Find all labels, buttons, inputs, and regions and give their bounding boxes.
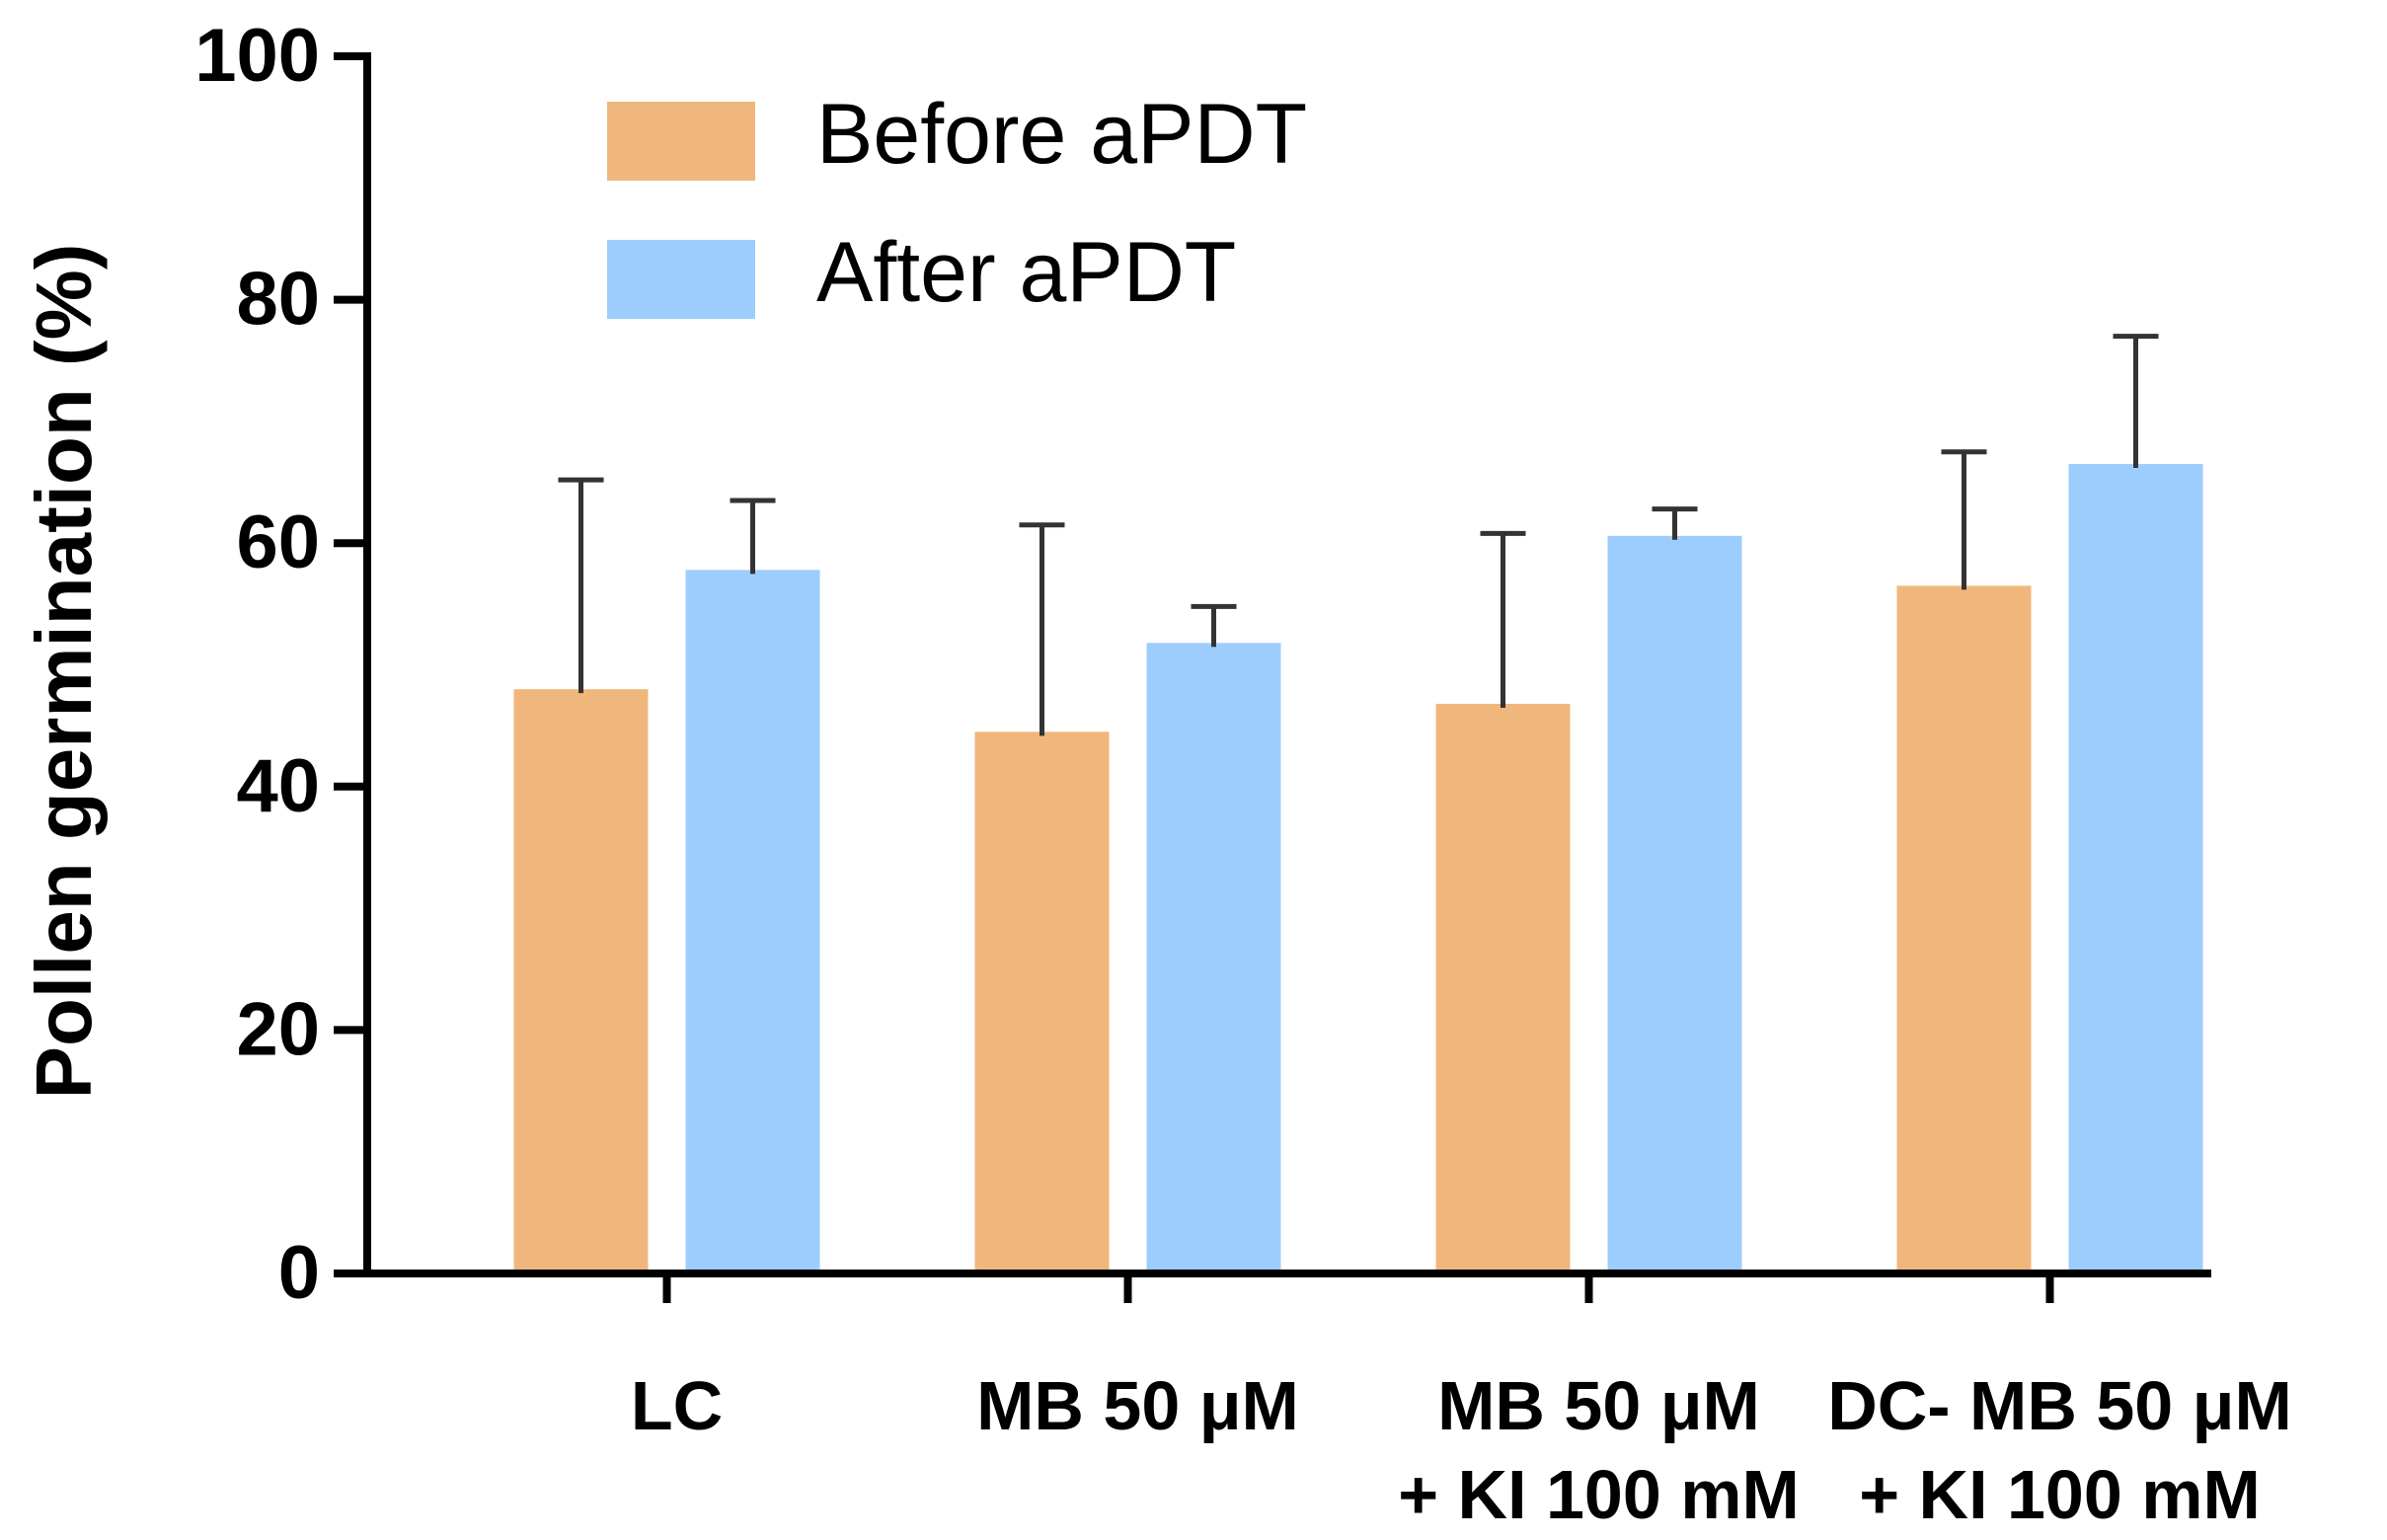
x-tick-label-line2-2: + KI 100 mM bbox=[1398, 1456, 1800, 1533]
x-tick-label-2: MB 50 μM bbox=[1437, 1367, 1760, 1444]
x-tick-label-3: DC- MB 50 μM bbox=[1827, 1367, 2292, 1444]
bars-group bbox=[513, 464, 2203, 1273]
y-tick-label-5: 100 bbox=[194, 14, 320, 98]
axes-group bbox=[363, 52, 2211, 1303]
legend: Before aPDT After aPDT bbox=[607, 87, 1307, 320]
y-tick-label-1: 20 bbox=[236, 987, 320, 1071]
bar-after-3 bbox=[2068, 464, 2203, 1273]
legend-swatch-1 bbox=[607, 240, 755, 319]
bar-before-3 bbox=[1896, 585, 2032, 1273]
x-tick-label-1: MB 50 μM bbox=[976, 1367, 1299, 1444]
legend-label-0: Before aPDT bbox=[816, 87, 1307, 182]
legend-swatch-0 bbox=[607, 102, 755, 181]
y-tick-label-4: 80 bbox=[236, 258, 320, 342]
error-bars-group bbox=[558, 334, 2159, 736]
bar-after-1 bbox=[1146, 643, 1281, 1273]
y-tick-label-2: 40 bbox=[236, 744, 320, 828]
legend-label-1: After aPDT bbox=[816, 225, 1236, 320]
bar-after-0 bbox=[685, 570, 820, 1273]
bar-before-1 bbox=[974, 732, 1110, 1273]
x-labels-group: LC MB 50 μM MB 50 μM + KI 100 mM DC- MB 50 μ… bbox=[631, 1367, 2292, 1533]
y-tick-label-3: 60 bbox=[236, 500, 320, 584]
y-axis-title: Pollen germination (%) bbox=[20, 244, 108, 1100]
bar-after-2 bbox=[1607, 535, 1742, 1273]
y-axis-title-group: Pollen germination (%) bbox=[20, 244, 108, 1100]
x-tick-label-line2-3: + KI 100 mM bbox=[1859, 1456, 2261, 1533]
x-tick-label-0: LC bbox=[631, 1367, 723, 1444]
y-tick-label-0: 0 bbox=[278, 1231, 320, 1315]
bar-before-2 bbox=[1435, 703, 1571, 1273]
y-ticks-group: 0 20 40 60 80 100 bbox=[194, 14, 367, 1315]
bar-before-0 bbox=[513, 689, 649, 1273]
